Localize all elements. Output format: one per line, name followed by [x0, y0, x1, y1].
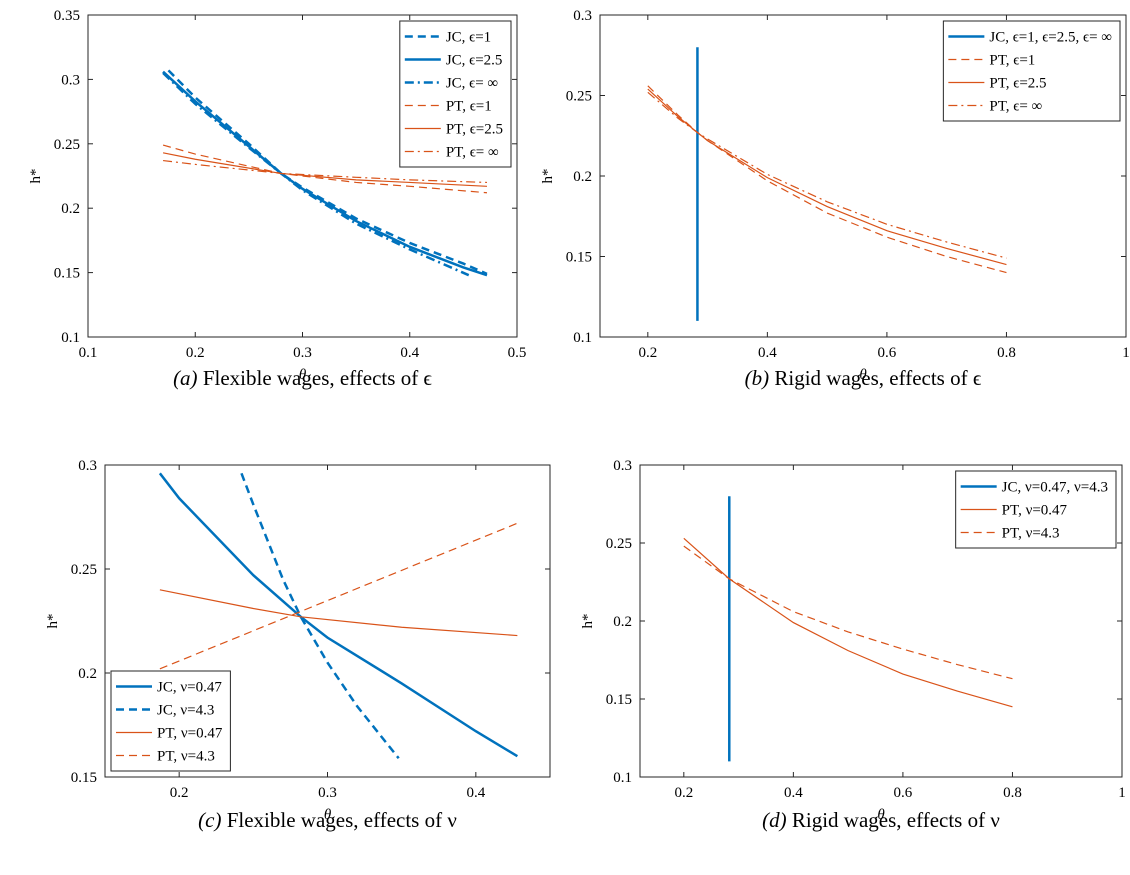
legend-label: PT, ϵ=2.5: [989, 76, 1046, 92]
caption-label: (c): [198, 808, 221, 832]
data-line: [163, 159, 487, 184]
caption-label: (a): [173, 366, 198, 390]
x-tick-label: 0.6: [878, 345, 897, 361]
x-tick-label: 0.8: [997, 345, 1016, 361]
y-tick-label: 0.2: [573, 169, 592, 185]
legend-label: PT, ϵ= ∞: [446, 145, 499, 161]
caption-text: Flexible wages, effects of ϵ: [203, 366, 433, 390]
x-tick-label: 0.4: [758, 345, 777, 361]
x-axis-label: θ: [324, 807, 332, 823]
y-axis-label: h*: [28, 169, 44, 184]
data-line: [159, 589, 518, 637]
x-tick-label: 0.8: [1003, 785, 1022, 801]
x-tick-label: 0.2: [674, 785, 693, 801]
x-tick-label: 1: [1122, 345, 1130, 361]
y-tick-label: 0.1: [573, 330, 592, 346]
y-tick-label: 0.25: [54, 137, 80, 153]
x-axis-label: θ: [859, 367, 867, 383]
y-tick-label: 0.1: [613, 770, 632, 786]
x-tick-label: 0.1: [79, 345, 98, 361]
y-tick-label: 0.2: [613, 614, 632, 630]
data-line: [647, 88, 1007, 266]
caption-label: (b): [745, 366, 770, 390]
y-tick-label: 0.15: [71, 770, 97, 786]
x-axis-label: θ: [877, 807, 885, 823]
legend-label: JC, ϵ=2.5: [446, 53, 503, 69]
panel: 0.1 0.2 0.3 0.4 0.5 0.1 0.15 0.2 0.25 0.3 0.35 θ h* J…: [28, 8, 526, 390]
data-line: [683, 545, 1013, 680]
x-tick-label: 0.3: [318, 785, 337, 801]
legend-label: PT, ϵ=1: [446, 99, 492, 115]
y-tick-label: 0.25: [71, 562, 97, 578]
legend: JC, ν=0.47 JC, ν=4.3 PT, ν=0.47 PT, ν=4.3: [110, 670, 231, 772]
data-line: [240, 472, 400, 760]
y-axis-label: h*: [540, 169, 556, 184]
y-tick-label: 0.25: [606, 536, 632, 552]
x-tick-label: 0.4: [466, 785, 485, 801]
x-tick-label: 0.3: [293, 345, 312, 361]
y-tick-label: 0.3: [573, 8, 592, 24]
y-tick-label: 0.25: [566, 89, 592, 105]
legend-label: JC, ϵ= ∞: [446, 76, 498, 92]
x-tick-label: 0.4: [784, 785, 803, 801]
legend-label: JC, ν=0.47, ν=4.3: [1002, 480, 1108, 496]
caption-text: Flexible wages, effects of ν: [227, 808, 457, 832]
data-line: [158, 472, 519, 758]
legend-label: JC, ϵ=1, ϵ=2.5, ϵ= ∞: [989, 30, 1112, 46]
caption: (a) Flexible wages, effects of ϵ: [173, 366, 432, 390]
caption: (d) Rigid wages, effects of ν: [762, 808, 1000, 832]
panel: 0.2 0.4 0.6 0.8 1 0.1 0.15 0.2 0.25 0.3 θ h* JC, ϵ=1…: [540, 8, 1130, 390]
legend: JC, ϵ=1, ϵ=2.5, ϵ= ∞ PT, ϵ=1 PT, ϵ=2.5 PT, …: [942, 20, 1121, 122]
x-axis-label: θ: [299, 367, 307, 383]
y-axis-label: h*: [45, 614, 61, 629]
legend-label: PT, ν=4.3: [1002, 526, 1060, 542]
y-tick-label: 0.1: [61, 330, 80, 346]
x-tick-label: 0.2: [186, 345, 205, 361]
data-line: [162, 70, 488, 277]
data-line: [162, 144, 488, 194]
y-tick-label: 0.15: [566, 250, 592, 266]
legend-label: PT, ν=0.47: [1002, 503, 1068, 519]
caption-text: Rigid wages, effects of ν: [792, 808, 1000, 832]
legend-label: PT, ν=4.3: [157, 749, 215, 765]
y-tick-label: 0.15: [606, 692, 632, 708]
panel: 0.2 0.3 0.40.150.20.250.3θh*JC, ν=0.47JC, …: [45, 458, 551, 832]
y-axis-label: h*: [580, 614, 596, 629]
caption-label: (d): [762, 808, 787, 832]
y-tick-label: 0.3: [613, 458, 632, 474]
y-tick-label: 0.15: [54, 266, 80, 282]
y-tick-label: 0.3: [61, 72, 80, 88]
legend-box: [399, 20, 512, 168]
x-tick-label: 1: [1118, 785, 1126, 801]
caption-text: Rigid wages, effects of ϵ: [774, 366, 981, 390]
legend-label: PT, ϵ=1: [989, 53, 1035, 69]
x-tick-label: 0.5: [508, 345, 527, 361]
x-tick-label: 0.2: [638, 345, 657, 361]
x-tick-label: 0.4: [400, 345, 419, 361]
panel: 0.2 0.4 0.6 0.8 1 0.1 0.15 0.2 0.25 0.3 θ h* JC, ν=0…: [580, 458, 1126, 832]
legend-label: PT, ν=0.47: [157, 726, 223, 742]
legend-label: JC, ϵ=1: [446, 30, 491, 46]
legend-label: JC, ν=4.3: [157, 703, 214, 719]
legend-label: PT, ϵ= ∞: [989, 99, 1042, 115]
y-tick-label: 0.35: [54, 8, 80, 24]
caption: (b) Rigid wages, effects of ϵ: [745, 366, 982, 390]
x-tick-label: 0.6: [894, 785, 913, 801]
legend: JC, ϵ=1 JC, ϵ=2.5 JC, ϵ= ∞ PT, ϵ=1 PT, ϵ=2.5…: [399, 20, 512, 168]
y-tick-label: 0.2: [61, 201, 80, 217]
data-line: [647, 85, 1007, 274]
legend-label: JC, ν=0.47: [157, 680, 222, 696]
caption: (c) Flexible wages, effects of ν: [198, 808, 457, 832]
legend: JC, ν=0.47, ν=4.3 PT, ν=0.47 PT, ν=4.3: [955, 470, 1117, 549]
y-tick-label: 0.3: [78, 458, 97, 474]
legend-label: PT, ϵ=2.5: [446, 122, 503, 138]
y-tick-label: 0.2: [78, 666, 97, 682]
data-line: [162, 152, 487, 187]
x-tick-label: 0.2: [170, 785, 189, 801]
